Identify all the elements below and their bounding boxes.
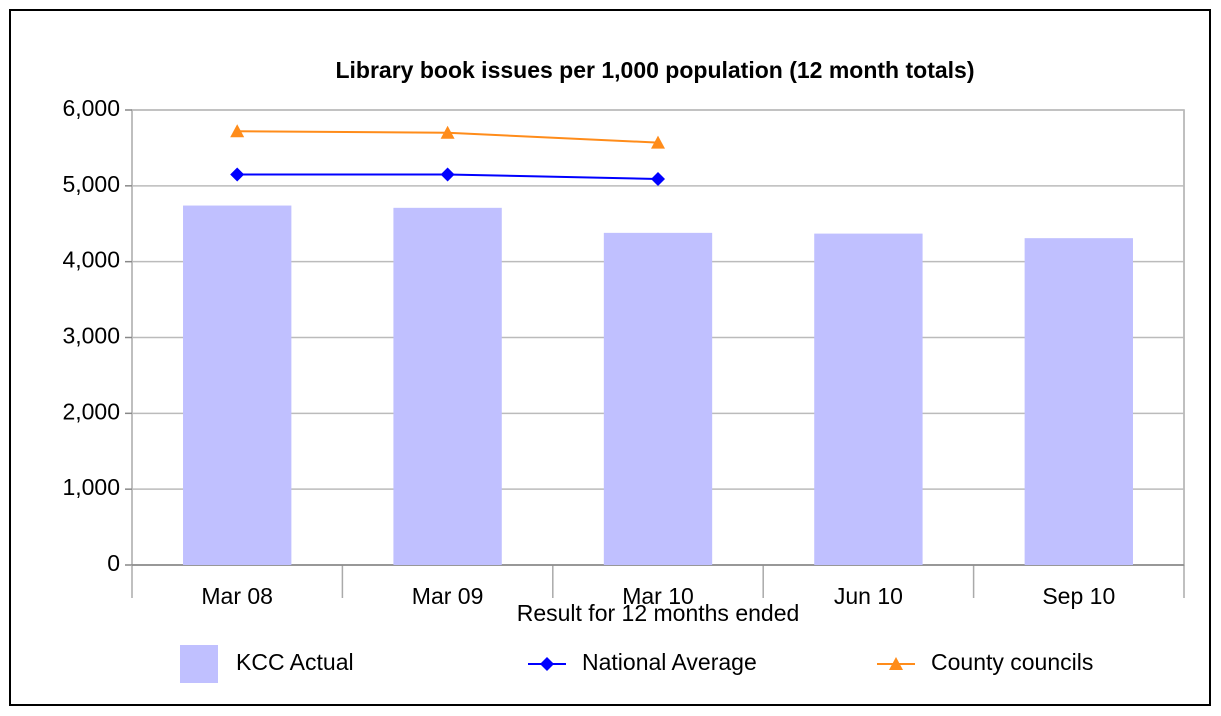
point — [230, 167, 245, 182]
y-tick-label: 4,000 — [62, 247, 120, 273]
bar — [603, 232, 713, 565]
point — [440, 167, 455, 182]
x-tick-label: Jun 10 — [834, 583, 903, 609]
y-tick-label: 6,000 — [62, 95, 120, 121]
bar — [1024, 238, 1133, 566]
point — [651, 135, 665, 149]
x-tick-label: Mar 10 — [622, 583, 694, 609]
legend-marker — [540, 657, 554, 671]
x-tick-label: Mar 09 — [412, 583, 484, 609]
legend-marker — [889, 657, 903, 670]
legend-swatch — [180, 645, 218, 683]
x-tick-label: Mar 08 — [201, 583, 273, 609]
bar — [393, 207, 502, 565]
y-tick-label: 0 — [107, 550, 120, 576]
y-tick-label: 2,000 — [62, 398, 120, 424]
legend-label: National Average — [582, 649, 757, 675]
point — [651, 172, 665, 187]
y-tick-label: 1,000 — [62, 474, 120, 500]
bar — [183, 205, 292, 566]
point — [440, 125, 455, 139]
y-tick-label: 5,000 — [62, 171, 120, 197]
point — [230, 124, 245, 138]
legend-label: County councils — [931, 649, 1093, 675]
bar — [814, 233, 923, 565]
x-tick-label: Sep 10 — [1042, 583, 1115, 609]
x-axis-label: Result for 12 months ended — [517, 600, 800, 626]
legend-label: KCC Actual — [236, 649, 354, 675]
y-tick-label: 3,000 — [62, 323, 120, 349]
chart-title: Library book issues per 1,000 population… — [335, 57, 974, 83]
